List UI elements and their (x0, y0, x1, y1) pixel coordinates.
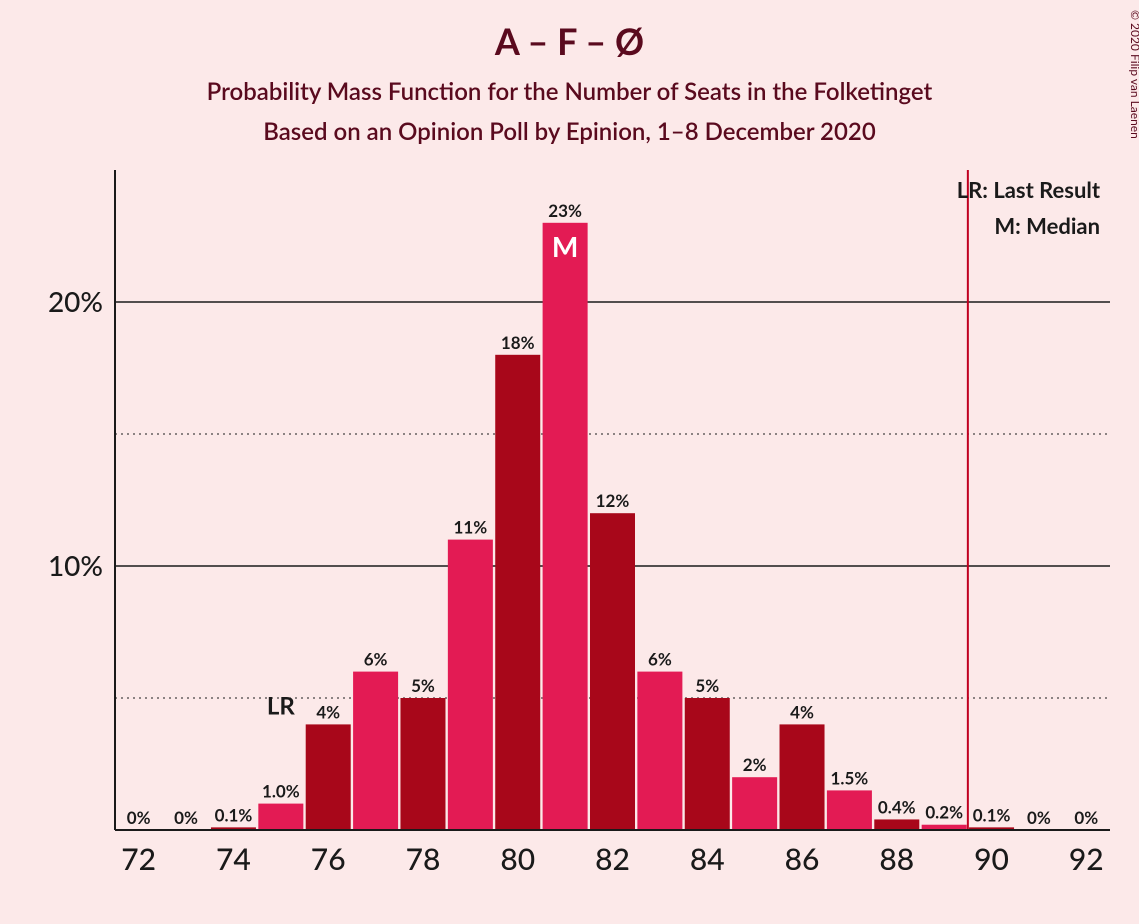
bar (874, 819, 919, 830)
bar-value-label: 0% (127, 807, 151, 828)
bar (495, 355, 540, 830)
bar-value-label: 12% (596, 490, 630, 511)
x-tick-label: 78 (406, 841, 441, 877)
legend-item: M: Median (994, 212, 1100, 239)
bar-value-label: 23% (548, 200, 582, 221)
bar-value-label: 18% (501, 332, 535, 353)
bar (306, 724, 351, 830)
bar (827, 790, 872, 830)
annotation-lr: LR (267, 691, 295, 720)
bar-value-label: 4% (316, 701, 340, 722)
x-tick-label: 76 (311, 841, 346, 877)
chart-title: A – F – Ø (494, 19, 644, 63)
bar-value-label: 0% (1074, 807, 1098, 828)
x-tick-label: 86 (785, 841, 820, 877)
x-tick-label: 84 (690, 841, 725, 877)
bar (590, 513, 635, 830)
bar-value-label: 4% (790, 701, 814, 722)
x-tick-label: 88 (879, 841, 914, 877)
x-tick-label: 90 (974, 841, 1009, 877)
bar-value-label: 1.5% (831, 767, 869, 788)
svg-text:© 2020 Filip van Laenen: © 2020 Filip van Laenen (1128, 10, 1139, 139)
bar-value-label: 0.2% (925, 802, 963, 823)
bar (448, 540, 493, 830)
annotation-median: M (552, 229, 578, 263)
bar-value-label: 6% (648, 649, 672, 670)
x-tick-label: 80 (500, 841, 535, 877)
bar (258, 804, 303, 830)
x-tick-label: 92 (1069, 841, 1104, 877)
x-tick-label: 74 (216, 841, 251, 877)
bar-value-label: 0% (174, 807, 198, 828)
y-tick-label: 10% (48, 548, 103, 582)
bar (353, 672, 398, 830)
bar-value-label: 5% (695, 675, 719, 696)
legend-item: LR: Last Result (957, 176, 1101, 203)
chart-subtitle-1: Probability Mass Function for the Number… (207, 77, 933, 106)
bar (637, 672, 682, 830)
chart-subtitle-2: Based on an Opinion Poll by Epinion, 1–8… (263, 117, 876, 146)
bar-value-label: 2% (743, 754, 767, 775)
bar-value-label: 5% (411, 675, 435, 696)
bar-value-label: 0.4% (878, 796, 916, 817)
bar (400, 698, 445, 830)
bar-value-label: 0.1% (973, 804, 1011, 825)
bar-value-label: 11% (454, 517, 488, 538)
y-tick-label: 20% (48, 284, 103, 318)
bar (732, 777, 777, 830)
chart-root: A – F – Ø Probability Mass Function for t… (0, 0, 1139, 924)
bar-value-label: 0.1% (215, 804, 253, 825)
bar (685, 698, 730, 830)
x-tick-label: 72 (121, 841, 156, 877)
bar (780, 724, 825, 830)
bar-value-label: 6% (364, 649, 388, 670)
bar (543, 223, 588, 830)
x-tick-label: 82 (595, 841, 630, 877)
copyright: © 2020 Filip van Laenen (1128, 10, 1139, 139)
bar-value-label: 1.0% (262, 781, 300, 802)
bar-value-label: 0% (1027, 807, 1051, 828)
